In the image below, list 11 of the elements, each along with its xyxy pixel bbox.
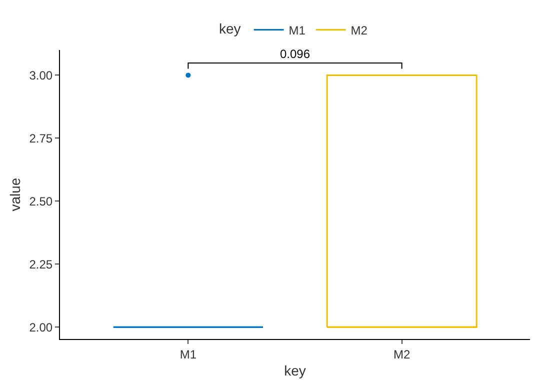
y-tick-label: 2.50 [29, 194, 53, 208]
legend-label: M2 [350, 23, 368, 38]
y-tick-label: 2.75 [29, 131, 53, 146]
y-tick-label: 2.25 [29, 257, 53, 272]
y-tick-label: 3.00 [29, 68, 53, 82]
annotation: 0.096 [280, 47, 310, 61]
y-axis-title: value [6, 178, 23, 212]
legend-title: key [219, 20, 241, 36]
y-tick-label: 2.00 [29, 320, 53, 334]
legend-label: M1 [288, 23, 306, 38]
x-axis-title: key [284, 362, 306, 379]
